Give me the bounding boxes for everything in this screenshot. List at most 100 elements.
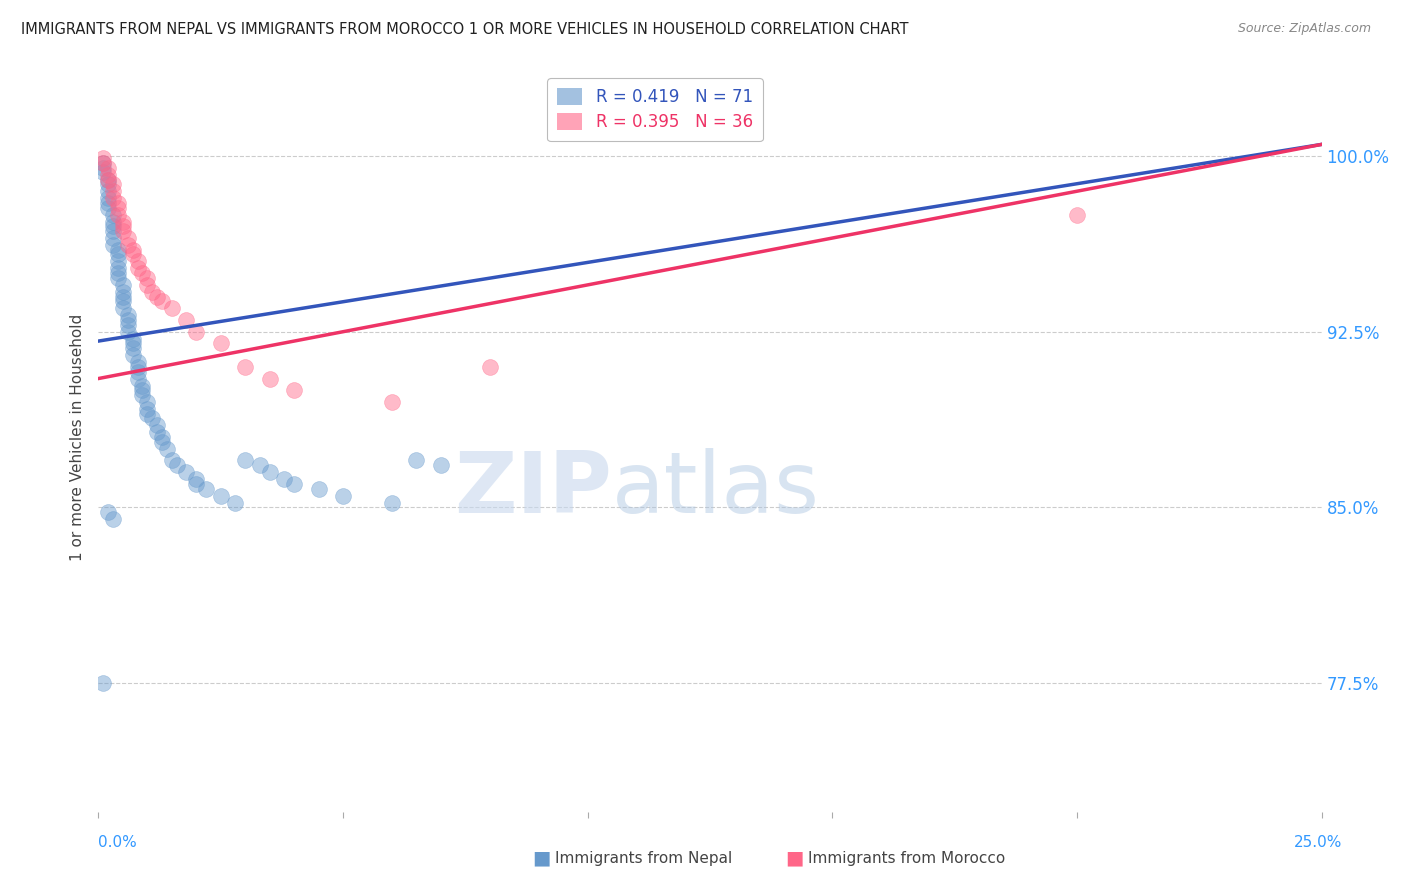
Point <box>111 294 134 309</box>
Point <box>233 453 256 467</box>
Point <box>381 395 404 409</box>
Point <box>233 359 256 374</box>
Point <box>111 285 134 299</box>
Point <box>259 465 281 479</box>
Point <box>141 411 163 425</box>
Point <box>91 676 114 690</box>
Point <box>186 472 208 486</box>
Point <box>224 496 246 510</box>
Point <box>478 359 501 374</box>
Point <box>160 453 183 467</box>
Point <box>405 453 427 467</box>
Point <box>111 214 134 228</box>
Point <box>97 184 120 198</box>
Point <box>97 172 120 186</box>
Point <box>209 489 232 503</box>
Point <box>97 168 120 182</box>
Text: ZIP: ZIP <box>454 448 612 531</box>
Point <box>101 184 124 198</box>
Point <box>160 301 183 316</box>
Point <box>131 388 153 402</box>
Point <box>127 261 149 276</box>
Point <box>107 254 129 268</box>
Point <box>195 482 218 496</box>
Point <box>283 384 305 398</box>
Point <box>141 285 163 299</box>
Point <box>107 271 129 285</box>
Point <box>121 247 143 261</box>
Point <box>107 195 129 210</box>
Point <box>97 161 120 175</box>
Point <box>209 336 232 351</box>
Text: Immigrants from Morocco: Immigrants from Morocco <box>808 851 1005 865</box>
Point <box>101 208 124 222</box>
Point <box>136 395 159 409</box>
Point <box>97 172 120 186</box>
Point <box>131 266 153 280</box>
Text: 0.0%: 0.0% <box>98 836 138 850</box>
Point <box>131 384 153 398</box>
Point <box>111 224 134 238</box>
Point <box>121 341 143 355</box>
Point <box>111 301 134 316</box>
Point <box>146 425 169 440</box>
Point <box>176 465 198 479</box>
Point <box>136 271 159 285</box>
Point <box>101 231 124 245</box>
Point <box>136 401 159 416</box>
Point <box>91 161 114 175</box>
Point <box>107 247 129 261</box>
Point <box>107 266 129 280</box>
Point <box>91 165 114 179</box>
Point <box>127 365 149 379</box>
Point <box>117 231 139 245</box>
Text: atlas: atlas <box>612 448 820 531</box>
Point <box>381 496 404 510</box>
Point <box>121 348 143 362</box>
Point <box>111 277 134 292</box>
Point <box>273 472 295 486</box>
Point <box>430 458 453 472</box>
Point <box>283 476 305 491</box>
Point <box>186 476 208 491</box>
Point <box>166 458 188 472</box>
Point <box>97 505 120 519</box>
Text: Source: ZipAtlas.com: Source: ZipAtlas.com <box>1237 22 1371 36</box>
Point <box>308 482 330 496</box>
Point <box>97 177 120 191</box>
Point <box>117 318 139 332</box>
Point <box>121 243 143 257</box>
Point <box>117 238 139 252</box>
Point <box>107 243 129 257</box>
Point <box>101 224 124 238</box>
Point <box>136 277 159 292</box>
Point <box>150 430 173 444</box>
Point <box>101 191 124 205</box>
Point <box>107 261 129 276</box>
Point <box>156 442 179 456</box>
Point <box>97 195 120 210</box>
Text: IMMIGRANTS FROM NEPAL VS IMMIGRANTS FROM MOROCCO 1 OR MORE VEHICLES IN HOUSEHOLD: IMMIGRANTS FROM NEPAL VS IMMIGRANTS FROM… <box>21 22 908 37</box>
Point <box>127 359 149 374</box>
Point <box>131 378 153 392</box>
Point <box>150 294 173 309</box>
Point <box>127 371 149 385</box>
Point <box>91 156 114 170</box>
Point <box>136 407 159 421</box>
Point <box>259 371 281 385</box>
Point <box>121 336 143 351</box>
Point <box>117 325 139 339</box>
Point <box>101 512 124 526</box>
Point <box>1066 208 1088 222</box>
Point <box>127 254 149 268</box>
Point <box>101 177 124 191</box>
Point <box>101 219 124 234</box>
Point <box>101 238 124 252</box>
Point <box>146 418 169 433</box>
Point <box>121 332 143 346</box>
Point <box>332 489 354 503</box>
Point <box>150 434 173 449</box>
Point <box>97 191 120 205</box>
Text: ■: ■ <box>531 848 551 868</box>
Point <box>146 290 169 304</box>
